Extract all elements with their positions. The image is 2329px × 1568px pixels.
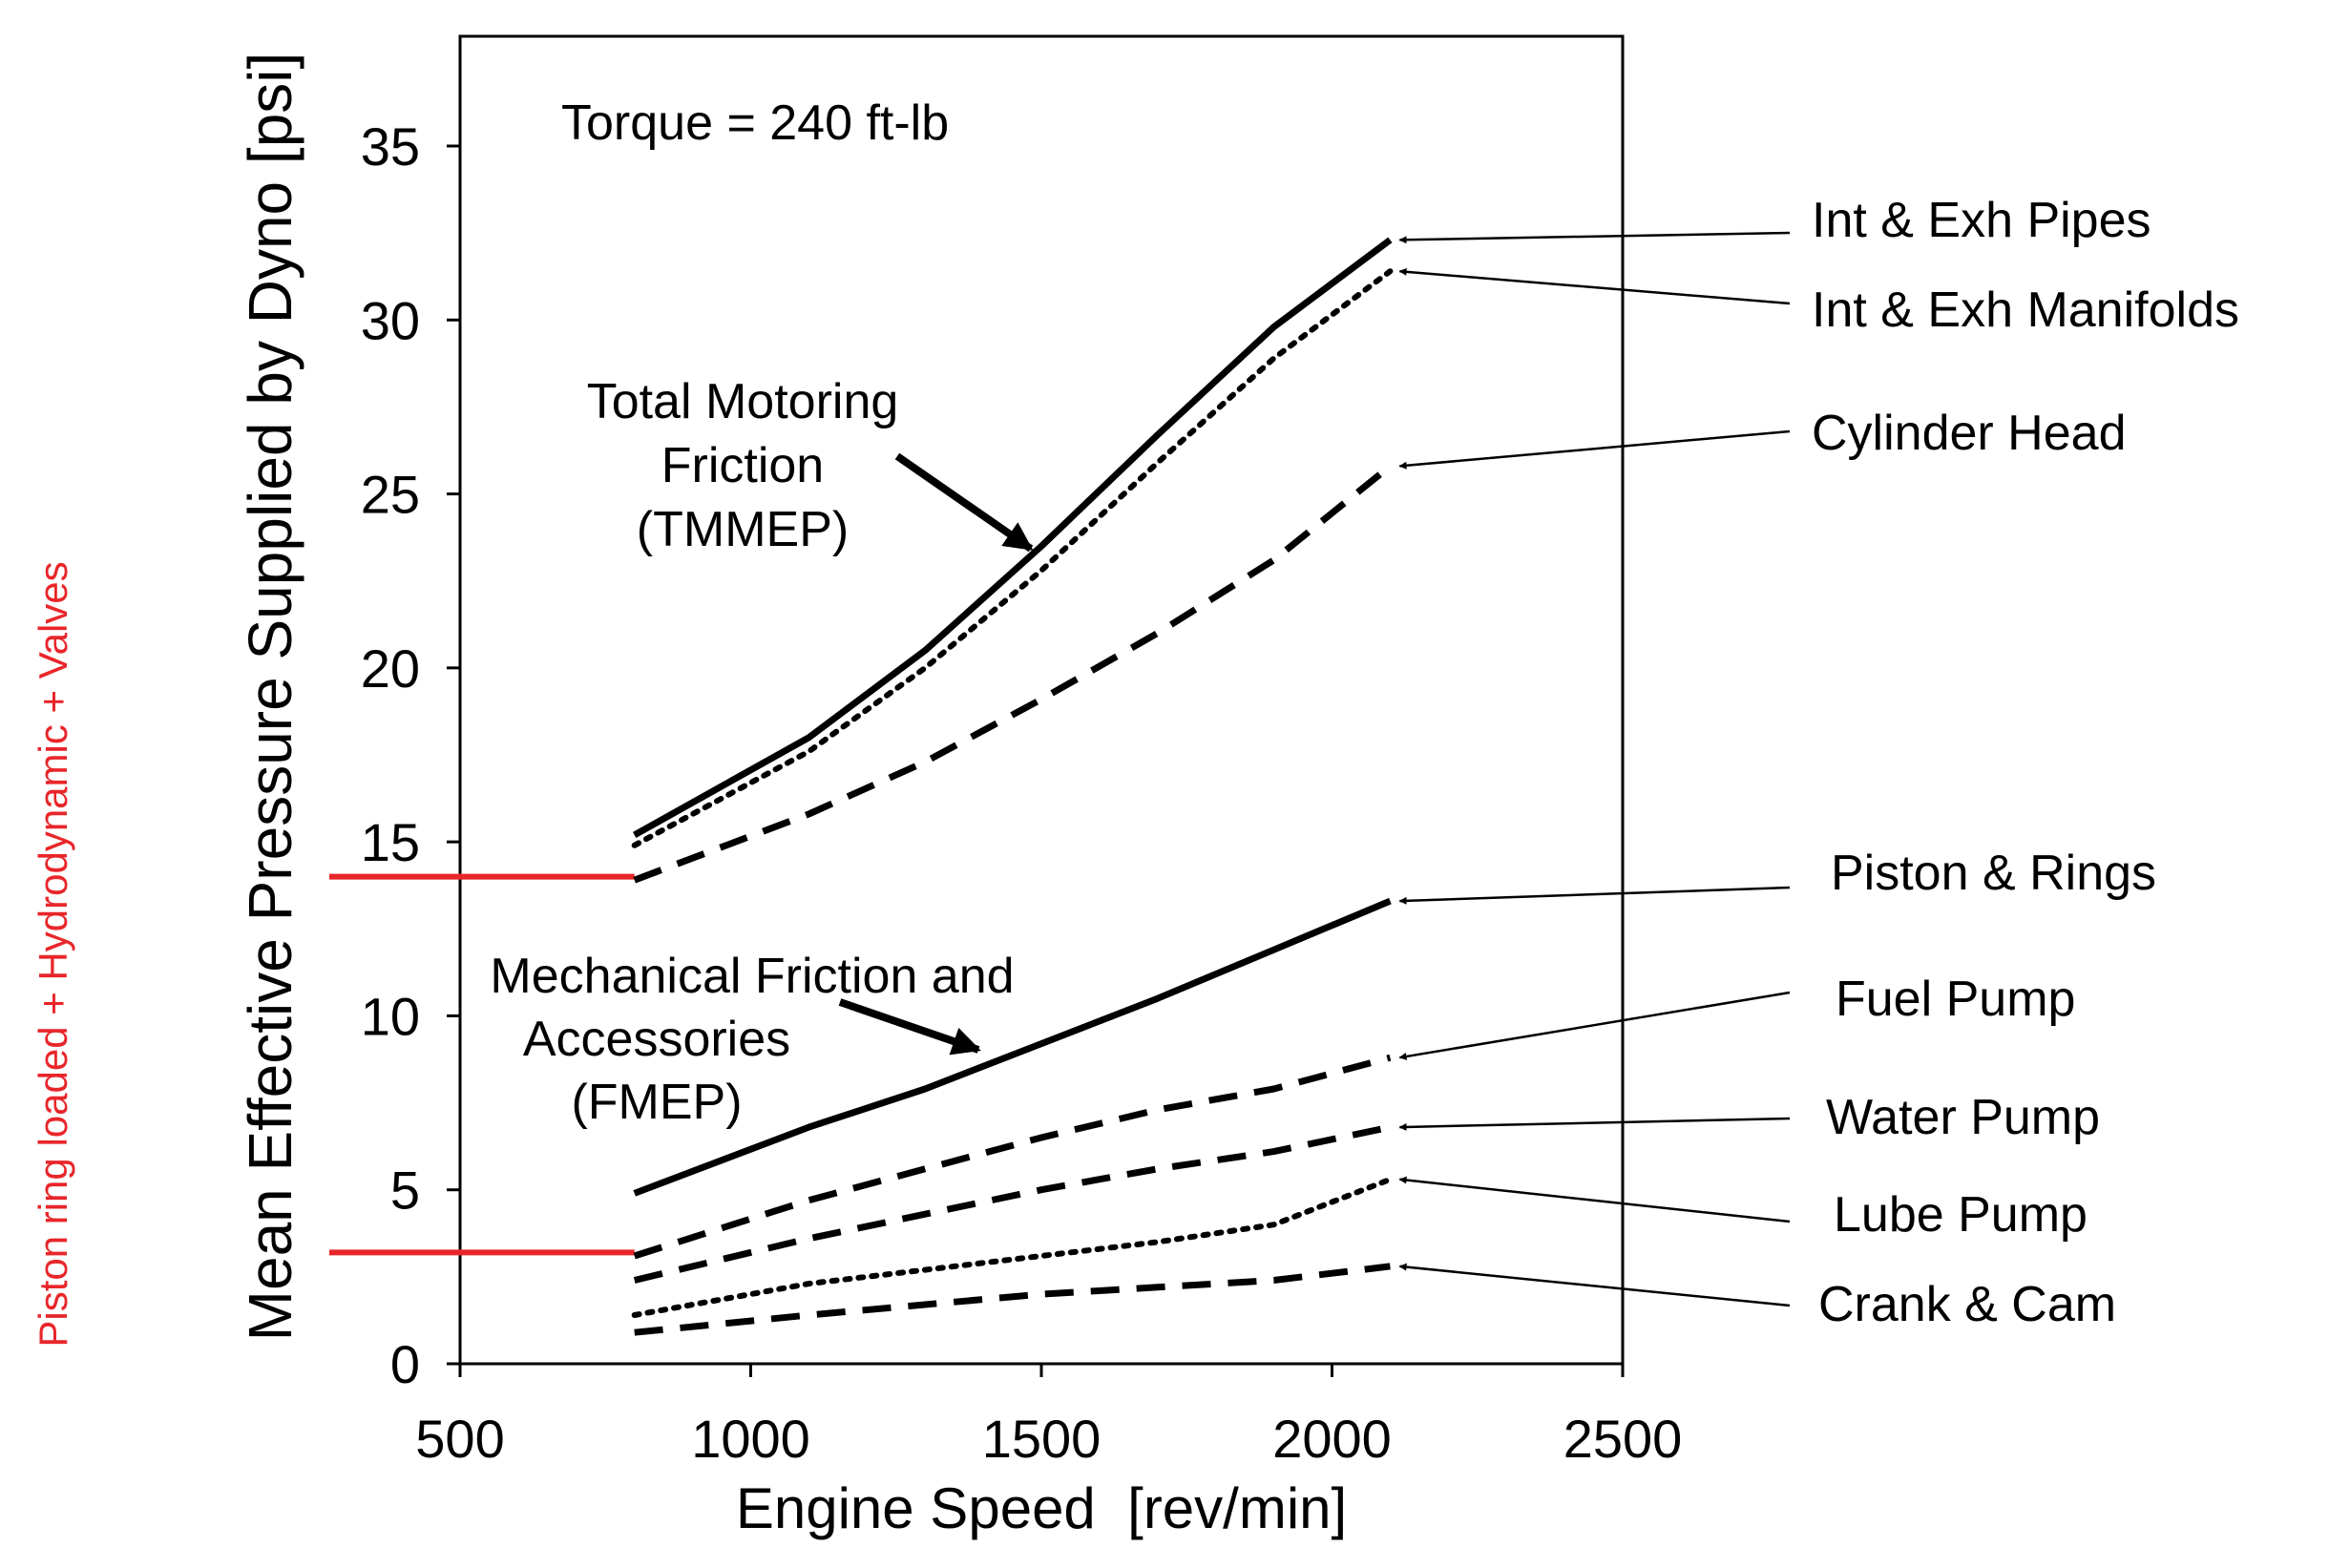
series-line-6 — [631, 1176, 1394, 1318]
series-line-4 — [633, 1054, 1392, 1260]
series-line-2 — [633, 463, 1393, 884]
tmmep-line-3: (TMMEP) — [637, 502, 849, 557]
fmep-annotation: Mechanical Friction and Accessories (FME… — [490, 949, 1014, 1130]
series-line-7 — [634, 1263, 1391, 1336]
series-callout-arrow-5 — [1398, 1117, 1791, 1131]
series-label-4: Fuel Pump — [1836, 972, 2075, 1027]
axis-tick-labels: 500 1000 1500 2000 2500 0 5 10 15 20 25 30 35 — [361, 116, 1683, 1469]
x-tick-label: 1000 — [691, 1409, 810, 1469]
tmmep-line-1: Total Motoring — [587, 374, 899, 429]
y-tick-label: 30 — [361, 290, 420, 350]
series-callouts: Int & Exh Pipes Int & Exh Manifolds Cylind… — [1398, 193, 2239, 1332]
y-tick-label: 10 — [361, 986, 420, 1046]
tmmep-arrow — [894, 452, 1034, 553]
tmmep-line-2: Friction — [661, 438, 824, 493]
highlight-lines — [329, 873, 635, 1256]
fmep-arrow — [838, 998, 981, 1056]
axis-ticks — [447, 144, 1625, 1377]
series-label-6: Lube Pump — [1834, 1187, 2088, 1243]
series-callout-arrow-0 — [1398, 231, 1791, 244]
x-tick-label: 500 — [415, 1409, 504, 1469]
fmep-line-1: Mechanical Friction and — [490, 949, 1014, 1004]
series-label-0: Int & Exh Pipes — [1812, 193, 2151, 248]
series-callout-arrow-3 — [1398, 886, 1791, 905]
series-callout-arrow-4 — [1398, 991, 1791, 1060]
series-line-0 — [632, 237, 1393, 838]
series-line-5 — [633, 1123, 1392, 1284]
torque-annotation: Torque = 240 ft-lb — [561, 95, 949, 151]
fmep-line-3: (FMEP) — [571, 1075, 742, 1130]
x-axis-title: Engine Speed [rev/min] — [736, 1476, 1347, 1540]
x-tick-label: 2500 — [1563, 1409, 1683, 1469]
plot-frame — [458, 34, 1625, 1366]
series-label-7: Crank & Cam — [1818, 1277, 2116, 1332]
series-label-5: Water Pump — [1826, 1090, 2100, 1145]
series-callout-arrow-2 — [1398, 429, 1791, 470]
y-tick-label: 5 — [390, 1160, 420, 1221]
y-tick-label: 25 — [361, 465, 420, 525]
series-line-3 — [633, 897, 1392, 1197]
side-note: Piston ring loaded + Hydrodynamic + Valv… — [31, 561, 75, 1347]
x-tick-label: 2000 — [1272, 1409, 1392, 1469]
fmep-line-2: Accessories — [523, 1012, 790, 1067]
y-tick-label: 15 — [361, 812, 420, 872]
y-tick-label: 35 — [361, 116, 420, 177]
series-callout-arrow-6 — [1398, 1176, 1791, 1223]
series-lines — [631, 237, 1394, 1336]
y-tick-label: 20 — [361, 638, 420, 699]
series-callout-arrow-1 — [1398, 267, 1791, 305]
y-tick-label: 0 — [390, 1334, 420, 1394]
series-label-1: Int & Exh Manifolds — [1812, 282, 2239, 338]
series-callout-arrow-7 — [1398, 1263, 1791, 1307]
x-tick-label: 1500 — [982, 1409, 1102, 1469]
series-line-1 — [631, 268, 1394, 848]
series-label-3: Piston & Rings — [1831, 846, 2156, 901]
series-label-2: Cylinder Head — [1812, 406, 2127, 461]
y-axis-title: Mean Effective Pressure Supplied by Dyno… — [236, 52, 304, 1342]
tmmep-annotation: Total Motoring Friction (TMMEP) — [587, 374, 1034, 557]
